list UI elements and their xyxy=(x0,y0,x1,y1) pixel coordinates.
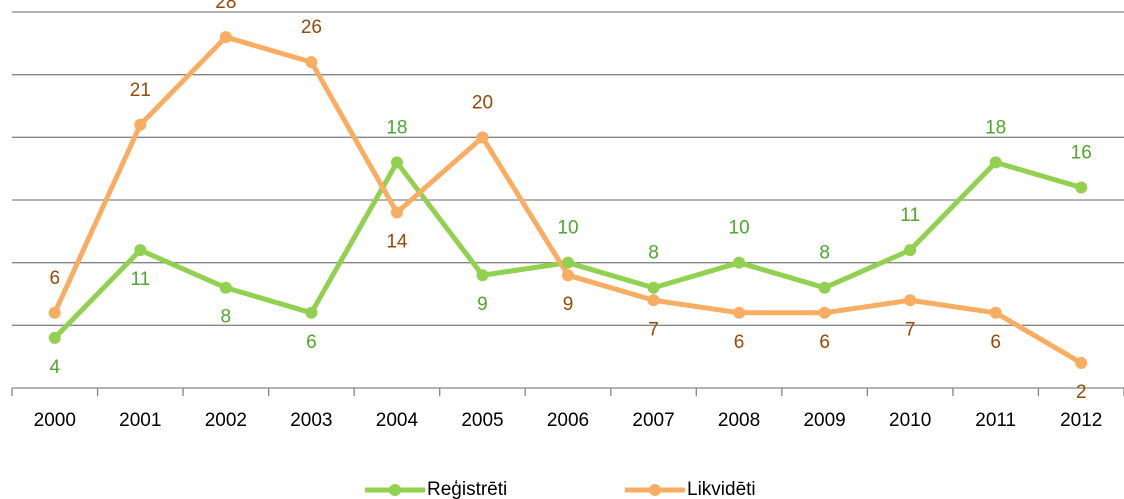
point xyxy=(390,206,403,219)
point xyxy=(733,306,746,319)
point xyxy=(134,244,147,257)
data-label: 2 xyxy=(1076,382,1087,403)
data-label: 6 xyxy=(306,332,317,353)
data-label: 20 xyxy=(472,92,493,113)
x-tick-label: 2002 xyxy=(205,410,247,431)
x-tick-label: 2008 xyxy=(718,410,760,431)
data-label: 28 xyxy=(215,0,236,13)
data-label: 9 xyxy=(477,294,488,315)
point xyxy=(390,156,403,169)
point xyxy=(305,306,318,319)
data-label: 26 xyxy=(301,17,322,38)
x-tick-label: 2012 xyxy=(1060,410,1102,431)
point xyxy=(1075,356,1088,369)
data-label: 7 xyxy=(648,319,659,340)
x-tick-label: 2009 xyxy=(803,410,845,431)
point xyxy=(134,118,147,131)
data-label: 6 xyxy=(49,268,60,289)
point xyxy=(989,306,1002,319)
point xyxy=(48,306,61,319)
point xyxy=(1075,181,1088,194)
x-tick-label: 2003 xyxy=(290,410,332,431)
point xyxy=(818,306,831,319)
point xyxy=(904,244,917,257)
legend-label: Reģistrēti xyxy=(427,479,507,499)
x-tick-label: 2006 xyxy=(547,410,589,431)
point xyxy=(904,294,917,307)
x-tick-label: 2001 xyxy=(119,410,161,431)
point xyxy=(476,269,489,282)
x-tick-label: 2000 xyxy=(34,410,76,431)
data-label: 21 xyxy=(130,80,151,101)
legend-marker xyxy=(649,484,661,496)
point xyxy=(476,131,489,144)
x-tick-label: 2007 xyxy=(632,410,674,431)
x-tick-label: 2011 xyxy=(975,410,1016,431)
data-label: 11 xyxy=(130,269,150,290)
point xyxy=(989,156,1002,169)
legend-marker xyxy=(389,484,401,496)
point xyxy=(647,294,660,307)
data-label: 8 xyxy=(648,243,659,264)
point xyxy=(647,281,660,294)
point xyxy=(818,281,831,294)
data-label: 18 xyxy=(985,117,1006,138)
data-label: 9 xyxy=(563,294,574,315)
point xyxy=(562,269,574,282)
point xyxy=(305,56,318,69)
data-label: 8 xyxy=(221,307,232,328)
data-label: 6 xyxy=(990,332,1001,353)
data-label: 16 xyxy=(1071,142,1092,163)
data-label: 4 xyxy=(49,357,60,378)
point xyxy=(733,256,746,269)
data-label: 7 xyxy=(905,319,916,340)
data-label: 6 xyxy=(819,332,830,353)
data-label: 6 xyxy=(734,332,745,353)
data-label: 10 xyxy=(729,218,750,239)
point xyxy=(219,281,232,294)
point xyxy=(562,256,574,269)
data-label: 14 xyxy=(386,232,408,253)
x-tick-label: 2004 xyxy=(376,410,419,431)
data-label: 10 xyxy=(557,218,578,239)
x-tick-label: 2010 xyxy=(889,410,931,431)
data-label: 18 xyxy=(386,117,407,138)
x-tick-label: 2005 xyxy=(461,410,503,431)
point xyxy=(219,31,232,44)
data-label: 11 xyxy=(900,205,920,226)
data-label: 8 xyxy=(819,243,830,264)
legend-label: Likvidēti xyxy=(687,479,756,499)
point xyxy=(48,331,61,344)
